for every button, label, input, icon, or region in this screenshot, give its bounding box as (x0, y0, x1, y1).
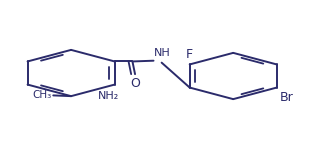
Text: F: F (186, 48, 193, 61)
Text: NH: NH (154, 48, 171, 59)
Text: O: O (130, 77, 140, 90)
Text: CH₃: CH₃ (32, 90, 52, 100)
Text: Br: Br (280, 91, 294, 104)
Text: NH₂: NH₂ (98, 91, 119, 101)
